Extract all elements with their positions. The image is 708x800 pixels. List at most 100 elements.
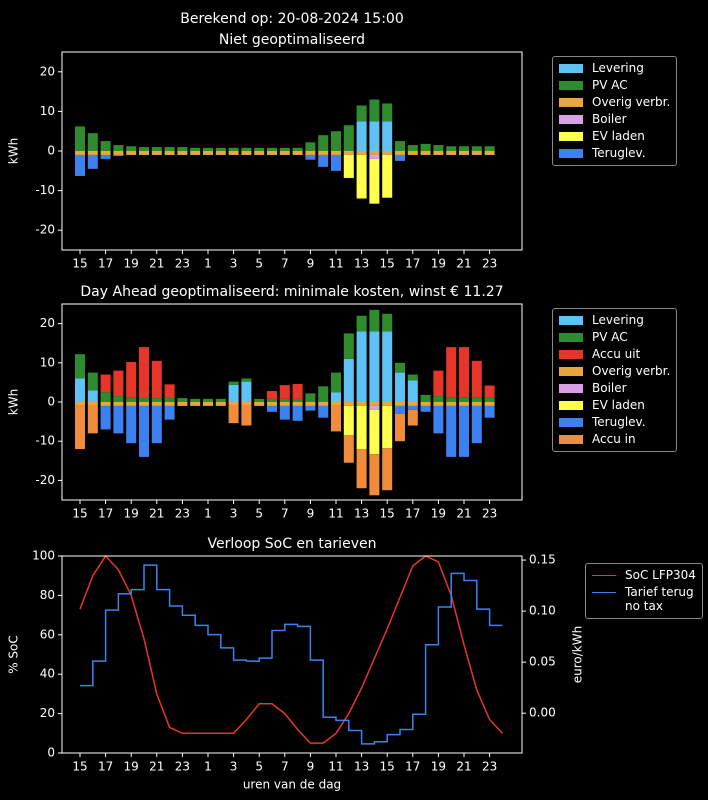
bar-segment	[407, 145, 418, 151]
legend-swatch	[559, 418, 583, 427]
bar-segment	[471, 360, 482, 398]
x-tick-label: 21	[149, 760, 164, 774]
bar-segment	[318, 402, 329, 406]
bar-segment	[126, 151, 137, 155]
bar-segment	[318, 154, 329, 167]
bar-segment	[331, 402, 341, 406]
bar-segment	[177, 402, 188, 406]
bar-segment	[75, 378, 85, 402]
bar-segment	[459, 347, 469, 398]
legend-swatch	[559, 333, 583, 342]
bar-segment	[484, 146, 495, 151]
legend-swatch	[559, 149, 583, 158]
bar-segment	[267, 398, 277, 402]
chart-title: Niet geoptimaliseerd	[219, 32, 365, 48]
bar-segment	[292, 383, 303, 399]
bar-segment	[292, 398, 303, 402]
x-tick-label: 7	[281, 507, 289, 521]
bar-segment	[126, 405, 137, 444]
legend-swatch	[559, 64, 583, 73]
legend-item: Overig verbr.	[559, 364, 670, 378]
plot-frame	[61, 555, 523, 754]
bar-segment	[331, 131, 341, 151]
x-tick-label: 3	[230, 507, 238, 521]
bar-segment	[484, 405, 495, 418]
bar-segment	[254, 398, 265, 402]
bar-segment	[446, 347, 457, 398]
bar-segment	[382, 121, 393, 151]
legend-swatch	[559, 115, 583, 124]
bar-segment	[87, 151, 98, 155]
bar-segment	[420, 151, 431, 155]
bar-segment	[407, 374, 418, 381]
bar-segment	[241, 381, 252, 402]
bar-segment	[113, 402, 124, 406]
bar-segment	[369, 331, 380, 402]
bar-segment	[395, 141, 405, 151]
x-tick-label: 21	[456, 507, 471, 521]
y-axis-label: kWh	[7, 389, 21, 415]
bar-segment	[369, 158, 380, 204]
bar-segment	[151, 405, 162, 444]
legend-swatch	[559, 350, 583, 359]
legend: Levering PV AC Overig verbr. Boiler EV laden…	[552, 56, 678, 166]
bar-segment	[471, 151, 482, 155]
bar-segment	[446, 151, 457, 155]
y-tick-label: 20	[40, 316, 55, 330]
legend-swatch	[559, 367, 583, 376]
legend-swatch	[559, 435, 583, 444]
bar-segment	[87, 154, 98, 169]
bar-segment	[484, 397, 495, 402]
bar-segment	[343, 402, 354, 406]
bar-segment	[459, 405, 469, 457]
bar-segment	[279, 398, 290, 402]
x-tick-label: 15	[72, 760, 87, 774]
bar-segment	[228, 402, 239, 406]
legend-item: PV AC	[559, 330, 670, 344]
plot-frame	[61, 303, 523, 501]
bar-segment	[279, 385, 290, 399]
bar-segment	[484, 402, 495, 406]
legend-label: Levering	[592, 313, 644, 327]
x-tick-label: 5	[255, 507, 263, 521]
legend: Levering PV AC Accu uit Overig verbr. Boiler…	[552, 308, 678, 452]
bar-segment	[343, 405, 354, 436]
bar-segment	[395, 413, 405, 442]
x-tick-label: 23	[175, 257, 190, 271]
bar-segment	[100, 392, 111, 402]
y2-tick-label: 0.15	[529, 553, 556, 567]
bar-segment	[420, 405, 431, 412]
bar-segment	[356, 315, 367, 332]
bar-segment	[407, 380, 418, 402]
legend-item: EV laden	[559, 129, 670, 143]
x-tick-label: 19	[124, 760, 139, 774]
bar-segment	[382, 313, 393, 332]
bar-segment	[113, 151, 124, 155]
bar-segment	[356, 405, 367, 450]
bar-segment	[356, 449, 367, 489]
bar-segment	[343, 151, 354, 155]
legend-item: PV AC	[559, 78, 670, 92]
bar-segment	[369, 454, 380, 496]
legend-swatch	[559, 81, 583, 90]
x-axis-label: uren van de dag	[243, 778, 341, 792]
legend-label: PV AC	[592, 330, 628, 344]
bar-segment	[369, 99, 380, 122]
x-tick-label: 21	[149, 257, 164, 271]
bar-segment	[164, 151, 175, 155]
legend-label: SoC LFP304	[625, 568, 696, 582]
bar-segment	[139, 147, 149, 151]
bar-segment	[471, 405, 482, 444]
bar-segment	[305, 151, 316, 155]
bar-segment	[241, 378, 252, 382]
bar-segment	[228, 381, 239, 385]
bar-segment	[113, 396, 124, 402]
bar-segment	[164, 384, 175, 399]
x-tick-label: 1	[204, 760, 212, 774]
bar-segment	[471, 397, 482, 402]
bar-segment	[331, 151, 341, 155]
y-tick-label: 0	[47, 144, 55, 158]
bar-segment	[318, 135, 329, 151]
x-tick-label: 21	[149, 507, 164, 521]
legend-swatch	[592, 575, 616, 576]
